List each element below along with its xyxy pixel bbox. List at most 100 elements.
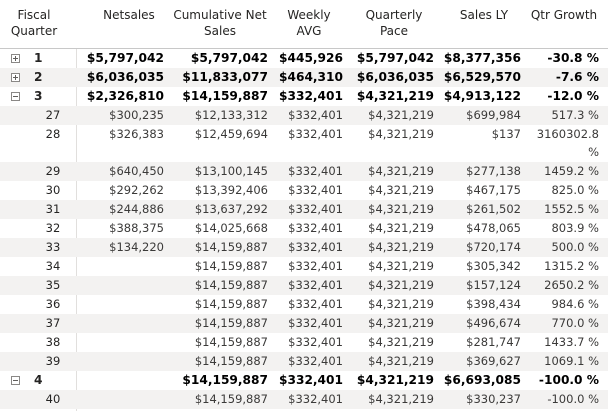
cell-sales-ly: $398,434 xyxy=(466,297,521,311)
cell-growth: 825.0 % xyxy=(551,183,599,197)
header-cumulative-line2: Sales xyxy=(204,24,236,38)
cell-pace: $4,321,219 xyxy=(368,278,434,292)
cell-growth: 770.0 % xyxy=(551,316,599,330)
collapse-icon[interactable] xyxy=(11,92,20,101)
quarter-label: 4 xyxy=(34,373,43,387)
cell-pace: $4,321,219 xyxy=(368,297,434,311)
cell-weekly-avg: $332,401 xyxy=(288,202,343,216)
cell-pace: $4,321,219 xyxy=(368,240,434,254)
cell-weekly-avg: $332,401 xyxy=(288,164,343,178)
week-label: 27 xyxy=(45,108,61,122)
week-label: 29 xyxy=(45,164,61,178)
cell-sales-ly: $157,124 xyxy=(466,278,521,292)
cell-cumulative: $14,159,887 xyxy=(194,278,268,292)
cell-growth: 517.3 % xyxy=(551,108,599,122)
cell-growth: 2650.2 % xyxy=(544,278,599,292)
cell-weekly-avg: $332,401 xyxy=(288,392,343,406)
week-label: 35 xyxy=(45,278,61,292)
cell-cumulative: $13,392,406 xyxy=(194,183,268,197)
quarter-label: 3 xyxy=(34,89,43,103)
quarter-row[interactable]: 1 $5,797,042 $5,797,042 $445,926 $5,797,042 $… xyxy=(0,49,608,68)
cell-growth: 1069.1 % xyxy=(544,354,599,368)
cell-netsales: $300,235 xyxy=(109,108,164,122)
cell-growth: -100.0 % xyxy=(547,392,599,406)
week-label: 37 xyxy=(45,316,61,330)
cell-growth: 803.9 % xyxy=(551,221,599,235)
cell-cumulative: $11,833,077 xyxy=(182,70,268,84)
quarter-row[interactable]: 4 $14,159,887 $332,401 $4,321,219 $6,693,085… xyxy=(0,371,608,390)
week-label: 34 xyxy=(45,259,61,273)
cell-cumulative: $14,159,887 xyxy=(182,373,268,387)
row-header-divider xyxy=(76,49,77,411)
week-row[interactable]: 39 $14,159,887 $332,401 $4,321,219 $369,627 1… xyxy=(0,352,608,371)
week-row[interactable]: 28 $326,383 $12,459,694 $332,401 $4,321,219 $… xyxy=(0,125,608,162)
cell-pace: $4,321,219 xyxy=(368,221,434,235)
header-quarterly-pace[interactable]: Quarterly Pace xyxy=(356,7,432,39)
cell-cumulative: $14,025,668 xyxy=(194,221,268,235)
cell-sales-ly: $261,502 xyxy=(466,202,521,216)
cell-netsales: $134,220 xyxy=(109,240,164,254)
week-label: 39 xyxy=(45,354,61,368)
week-row[interactable]: 40 $14,159,887 $332,401 $4,321,219 $330,237 -… xyxy=(0,390,608,409)
cell-sales-ly: $281,747 xyxy=(466,335,521,349)
cell-sales-ly: $330,237 xyxy=(466,392,521,406)
week-label: 33 xyxy=(45,240,61,254)
expand-icon[interactable] xyxy=(11,73,20,82)
cell-weekly-avg: $332,401 xyxy=(279,89,343,103)
cell-sales-ly: $467,175 xyxy=(466,183,521,197)
cell-pace: $4,321,219 xyxy=(368,354,434,368)
cell-sales-ly: $478,065 xyxy=(466,221,521,235)
cell-cumulative: $14,159,887 xyxy=(194,240,268,254)
cell-weekly-avg: $332,401 xyxy=(288,354,343,368)
week-row[interactable]: 34 $14,159,887 $332,401 $4,321,219 $305,342 1… xyxy=(0,257,608,276)
cell-weekly-avg: $332,401 xyxy=(288,240,343,254)
cell-growth: 1459.2 % xyxy=(544,164,599,178)
cell-weekly-avg: $332,401 xyxy=(279,373,343,387)
cell-weekly-avg: $332,401 xyxy=(288,259,343,273)
week-row[interactable]: 36 $14,159,887 $332,401 $4,321,219 $398,434 9… xyxy=(0,295,608,314)
cell-pace: $5,797,042 xyxy=(356,51,434,65)
week-row[interactable]: 38 $14,159,887 $332,401 $4,321,219 $281,747 1… xyxy=(0,333,608,352)
week-row[interactable]: 30 $292,262 $13,392,406 $332,401 $4,321,219 $… xyxy=(0,181,608,200)
cell-sales-ly: $8,377,356 xyxy=(443,51,521,65)
expand-icon[interactable] xyxy=(11,54,20,63)
cell-pace: $4,321,219 xyxy=(368,183,434,197)
header-sales-ly-line1: Sales LY xyxy=(459,8,509,22)
header-netsales-line1: Netsales xyxy=(103,8,155,22)
cell-growth: -30.8 % xyxy=(547,51,599,65)
week-row[interactable]: 35 $14,159,887 $332,401 $4,321,219 $157,124 2… xyxy=(0,276,608,295)
cell-cumulative: $14,159,887 xyxy=(182,89,268,103)
header-divider xyxy=(0,48,608,49)
cell-growth-wrap: % xyxy=(588,145,599,159)
cell-pace: $6,036,035 xyxy=(356,70,434,84)
quarter-row[interactable]: 2 $6,036,035 $11,833,077 $464,310 $6,036,035… xyxy=(0,68,608,87)
cell-weekly-avg: $332,401 xyxy=(288,127,343,141)
week-row[interactable]: 32 $388,375 $14,025,668 $332,401 $4,321,219 $… xyxy=(0,219,608,238)
week-row[interactable]: 27 $300,235 $12,133,312 $332,401 $4,321,219 $… xyxy=(0,106,608,125)
cell-netsales: $292,262 xyxy=(109,183,164,197)
header-cumulative-net-sales[interactable]: Cumulative Net Sales xyxy=(172,7,268,39)
cell-netsales: $388,375 xyxy=(109,221,164,235)
collapse-icon[interactable] xyxy=(11,376,20,385)
cell-sales-ly: $6,693,085 xyxy=(443,373,521,387)
cell-growth: 1433.7 % xyxy=(544,335,599,349)
cell-netsales: $6,036,035 xyxy=(86,70,164,84)
cell-weekly-avg: $445,926 xyxy=(279,51,343,65)
header-netsales[interactable]: Netsales xyxy=(88,7,170,23)
header-weekly-avg[interactable]: Weekly AVG xyxy=(276,7,342,39)
header-fiscal-quarter[interactable]: Fiscal Quarter xyxy=(4,7,64,39)
quarter-row[interactable]: 3 $2,326,810 $14,159,887 $332,401 $4,321,219… xyxy=(0,87,608,106)
header-sales-ly[interactable]: Sales LY xyxy=(450,7,518,23)
cell-cumulative: $5,797,042 xyxy=(190,51,268,65)
header-quarterly-pace-line2: Pace xyxy=(379,24,409,38)
week-row[interactable]: 31 $244,886 $13,637,292 $332,401 $4,321,219 $… xyxy=(0,200,608,219)
week-row[interactable]: 37 $14,159,887 $332,401 $4,321,219 $496,674 7… xyxy=(0,314,608,333)
cell-growth: -7.6 % xyxy=(555,70,599,84)
cell-weekly-avg: $332,401 xyxy=(288,221,343,235)
week-label: 38 xyxy=(45,335,61,349)
cell-weekly-avg: $332,401 xyxy=(288,108,343,122)
cell-pace: $4,321,219 xyxy=(368,259,434,273)
header-qtr-growth[interactable]: Qtr Growth xyxy=(526,7,602,23)
week-row[interactable]: 33 $134,220 $14,159,887 $332,401 $4,321,219 $… xyxy=(0,238,608,257)
week-row[interactable]: 29 $640,450 $13,100,145 $332,401 $4,321,219 $… xyxy=(0,162,608,181)
